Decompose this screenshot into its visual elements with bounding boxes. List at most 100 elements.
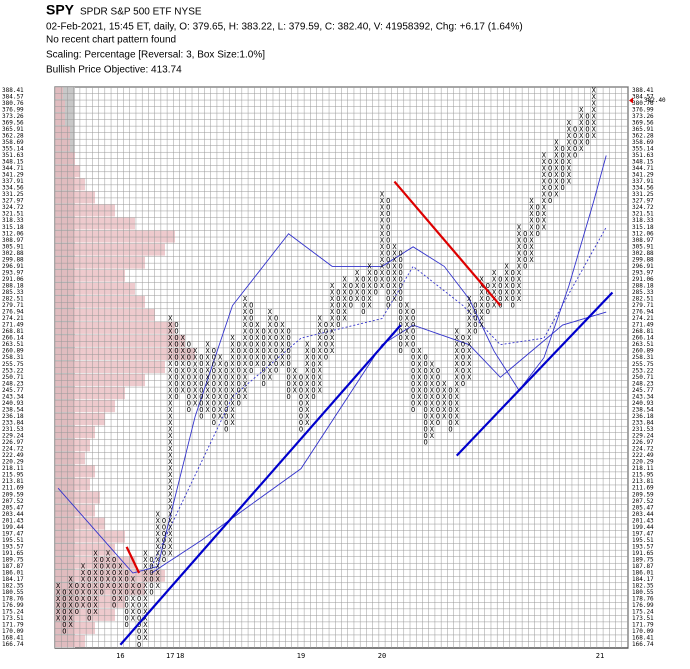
volume-bar [55,113,65,126]
pf-box: O [386,249,390,257]
pf-box: X [330,328,335,336]
y-tick-label-right: 376.99 [632,106,654,113]
pf-box: X [392,262,397,270]
pf-box: O [436,380,440,388]
pf-box: O [436,367,440,375]
y-tick-label: 233.84 [2,419,24,426]
y-tick-label: 263.51 [2,341,24,348]
y-tick-label-right: 321.51 [632,211,654,218]
y-tick-label: 199.44 [2,524,24,531]
pf-box: X [380,249,385,257]
pf-box: O [523,249,527,257]
y-tick-label: 255.75 [2,361,24,368]
y-tick-label: 312.06 [2,230,24,237]
pf-box: X [567,165,572,173]
pf-box: O [249,315,253,323]
pf-box: O [423,425,427,433]
scaling: Scaling: Percentage [Reversal: 3, Box Si… [46,50,265,61]
pf-box: O [149,556,153,564]
y-tick-label: 282.51 [2,296,24,303]
y-tick-label-right: 337.91 [632,178,654,185]
security-name: SPDR S&P 500 ETF NYSE [80,7,202,18]
pf-box: X [280,341,285,349]
pf-box: O [473,328,477,336]
pf-box: O [473,321,477,329]
pf-box: X [193,354,198,362]
pf-box: X [455,386,460,394]
trend-line [455,291,614,457]
volume-bar [55,334,185,347]
pf-box: X [318,347,323,355]
pf-box: X [305,412,310,420]
y-tick-label: 243.34 [2,393,24,400]
pf-box: O [187,367,191,375]
y-tick-label: 238.54 [2,406,24,413]
y-tick-label: 211.69 [2,485,24,492]
y-tick-label-right: 175.24 [632,609,654,616]
pf-box: O [573,151,577,159]
y-tick-label-right: 201.43 [632,517,654,524]
pf-box: O [62,628,66,636]
volume-bar [55,217,135,230]
pf-box: O [399,328,403,336]
y-tick-label: 351.63 [2,152,24,159]
pf-box: X [205,406,210,414]
pf-box: X [193,360,198,368]
pf-box: X [106,549,111,557]
volume-bar [55,230,175,243]
pf-box: O [112,582,116,590]
pf-box: X [243,347,248,355]
pf-box: X [542,191,547,199]
pf-box: O [399,256,403,264]
pf-box: X [517,295,522,303]
pf-box: X [193,393,198,401]
pf-box: X [268,328,273,336]
pf-box: X [592,119,597,127]
y-tick-label-right: 231.53 [632,426,654,433]
volume-bar [55,465,95,478]
pf-box: O [573,132,577,140]
pf-box: O [137,628,141,636]
pf-box: X [380,275,385,283]
pf-box: X [81,595,86,603]
pf-box: O [262,354,266,362]
pf-box: X [218,406,223,414]
pf-box: X [367,262,372,270]
pf-box: X [542,223,547,231]
pf-box: X [529,210,534,218]
pf-box: O [262,380,266,388]
pf-box: O [411,393,415,401]
pf-box: X [230,373,235,381]
pf-box: O [212,386,216,394]
y-tick-label-right: 365.91 [632,126,654,133]
y-tick-label: 279.71 [2,302,24,309]
pf-box: X [56,615,61,623]
pf-box: X [579,119,584,127]
pf-box: X [380,217,385,225]
pf-box: X [392,243,397,251]
pf-box: X [467,308,472,316]
y-tick-label-right: 224.72 [632,446,654,453]
pf-box: O [125,569,129,577]
volume-bar [55,595,125,608]
pf-box: X [230,399,235,407]
pf-box: X [467,354,472,362]
pf-box: O [112,576,116,584]
pf-box: O [324,328,328,336]
pf-box: O [237,367,241,375]
pf-box: O [411,308,415,316]
y-tick-label-right: 236.18 [632,413,654,420]
pf-box: X [243,393,248,401]
pf-box: O [311,373,315,381]
pf-box: X [293,380,298,388]
moving-average [151,311,607,574]
y-tick-label-right: 318.33 [632,217,654,224]
pf-box: O [187,380,191,388]
pf-box: X [430,425,435,433]
pf-box: O [199,393,203,401]
pf-box: X [330,321,335,329]
